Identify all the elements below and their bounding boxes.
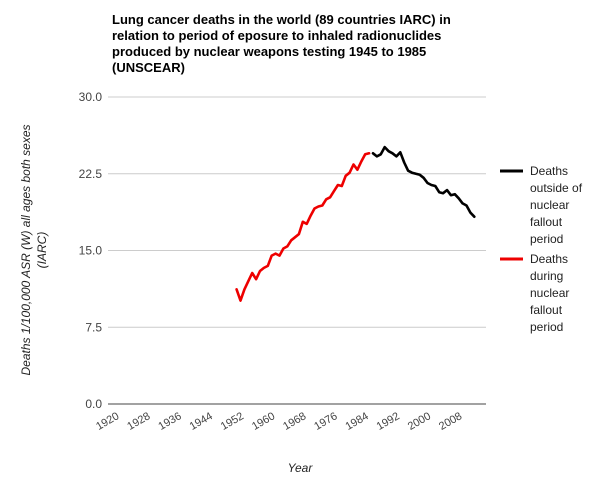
x-tick-label: 1968 bbox=[281, 410, 308, 433]
y-tick-label: 0.0 bbox=[85, 397, 102, 411]
legend-label-line: period bbox=[530, 232, 563, 246]
x-axis-ticks: 1920 1928 1936 1944 1952 1960 1968 1976 1984 1992… bbox=[94, 410, 464, 433]
legend-label-line: period bbox=[530, 320, 563, 334]
legend-label-line: Deaths bbox=[530, 252, 568, 266]
chart-title-line: relation to period of eposure to inhaled… bbox=[112, 28, 442, 43]
x-tick-label: 2008 bbox=[437, 410, 464, 433]
x-tick-label: 1960 bbox=[250, 410, 277, 433]
legend-entry-during: Deaths during nuclear fallout period bbox=[500, 252, 569, 334]
legend-entry-outside: Deaths outside of nuclear fallout period bbox=[500, 164, 583, 246]
y-axis-title-line: (IARC) bbox=[35, 232, 49, 269]
x-tick-label: 1952 bbox=[219, 410, 246, 433]
chart-title: Lung cancer deaths in the world (89 coun… bbox=[112, 12, 472, 76]
x-tick-label: 2000 bbox=[406, 410, 433, 433]
chart-title-line: (UNSCEAR) bbox=[112, 60, 185, 75]
legend-label-line: fallout bbox=[530, 215, 563, 229]
x-tick-label: 1920 bbox=[94, 410, 121, 433]
legend-label-line: outside of bbox=[530, 181, 583, 195]
y-tick-label: 22.5 bbox=[79, 167, 103, 181]
series-lines bbox=[235, 145, 476, 302]
chart-title-line: Lung cancer deaths in the world (89 coun… bbox=[112, 12, 451, 27]
x-tick-label: 1984 bbox=[343, 410, 370, 433]
chart-title-line: produced by nuclear weapons testing 1945… bbox=[112, 44, 427, 59]
y-axis-title-line: Deaths 1/100,000 ASR (W) all ages both s… bbox=[19, 124, 33, 375]
gridlines bbox=[108, 96, 486, 405]
series-line-outside-fallout bbox=[371, 145, 476, 218]
y-tick-label: 15.0 bbox=[79, 244, 103, 258]
legend-label-line: during bbox=[530, 269, 563, 283]
legend: Deaths outside of nuclear fallout period… bbox=[500, 164, 583, 334]
legend-label-line: nuclear bbox=[530, 198, 569, 212]
x-tick-label: 1992 bbox=[375, 410, 402, 433]
legend-label-line: nuclear bbox=[530, 286, 569, 300]
y-axis-title: Deaths 1/100,000 ASR (W) all ages both s… bbox=[19, 124, 49, 375]
x-tick-label: 1976 bbox=[312, 410, 339, 433]
y-tick-label: 30.0 bbox=[79, 90, 103, 104]
y-tick-label: 7.5 bbox=[85, 320, 102, 334]
legend-label-line: fallout bbox=[530, 303, 563, 317]
series-line-during-fallout bbox=[235, 152, 371, 302]
legend-label-line: Deaths bbox=[530, 164, 568, 178]
x-tick-label: 1944 bbox=[188, 410, 215, 433]
x-tick-label: 1936 bbox=[156, 410, 183, 433]
x-tick-label: 1928 bbox=[125, 410, 152, 433]
y-axis-ticks: 0.0 7.5 15.0 22.5 30.0 bbox=[79, 90, 103, 411]
x-axis-title: Year bbox=[288, 461, 314, 475]
